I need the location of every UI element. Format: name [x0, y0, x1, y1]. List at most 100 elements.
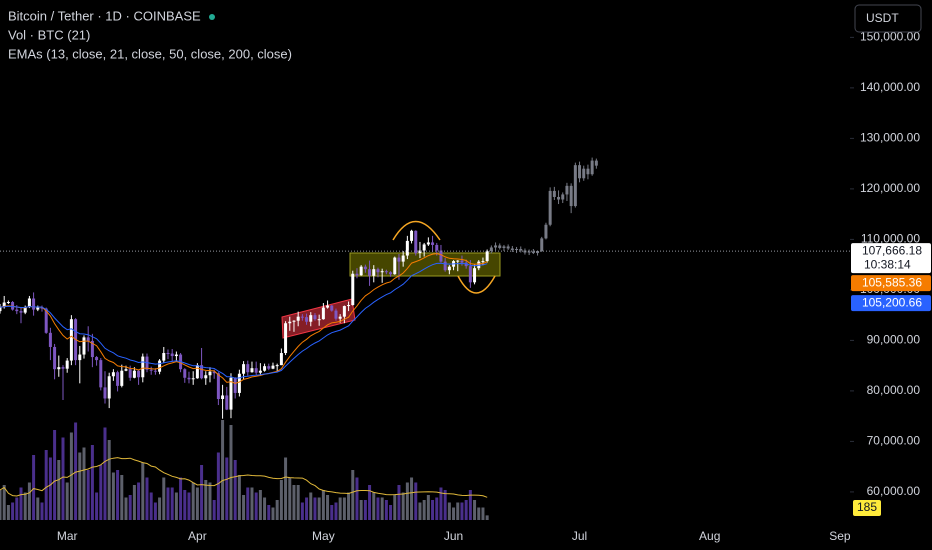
candle-body	[221, 395, 225, 399]
volume-bar	[376, 497, 380, 520]
volume-bar	[481, 507, 485, 520]
candle-body	[120, 370, 124, 386]
volume-bar	[468, 490, 472, 520]
volume-bar	[477, 507, 481, 520]
chart-title: Bitcoin / Tether · 1D · COINBASE	[8, 8, 201, 23]
volume-bar	[162, 477, 166, 520]
candle-body	[523, 250, 527, 253]
candle-body	[376, 269, 380, 273]
currency-button-frame[interactable]	[854, 4, 922, 33]
candle-body	[212, 371, 216, 374]
volume-bar	[330, 505, 334, 520]
candle-body	[300, 316, 304, 318]
volume-bar	[414, 482, 418, 520]
y-tick-label: 90,000.00	[867, 333, 921, 347]
volume-bar	[61, 437, 65, 520]
volume-bar	[300, 502, 304, 520]
candle-body	[183, 369, 187, 378]
candle-body	[116, 372, 120, 386]
volume-bar	[368, 485, 372, 520]
candle-body	[410, 230, 414, 241]
candle-body	[363, 266, 367, 270]
volume-bar	[23, 492, 27, 520]
volume-bar	[258, 490, 262, 520]
volume-bar	[237, 475, 241, 520]
candle-body	[540, 238, 544, 252]
candle-body	[271, 365, 275, 369]
volume-bar	[74, 422, 78, 520]
candle-body	[321, 307, 325, 320]
candle-body	[569, 185, 573, 207]
candle-body	[95, 357, 99, 361]
candle-body	[225, 395, 229, 410]
x-tick-label: Sep	[829, 529, 851, 543]
candle-body	[573, 165, 577, 207]
candle-body	[456, 260, 460, 262]
volume-bar	[86, 470, 90, 520]
ema-price-box	[851, 295, 931, 312]
candle-body	[405, 240, 409, 256]
candle-body	[494, 245, 498, 248]
candle-body	[531, 251, 535, 254]
candle-body	[145, 356, 149, 370]
volume-bar	[174, 492, 178, 520]
candle-body	[229, 377, 233, 410]
volume-bar	[284, 457, 288, 520]
volume-bar	[221, 420, 225, 520]
volume-bar	[405, 482, 409, 520]
volume-bar	[372, 492, 376, 520]
volume-bar	[380, 497, 384, 520]
volume-bar	[153, 502, 157, 520]
volume-bar	[426, 495, 430, 520]
y-tick-label: 110,000.00	[861, 232, 920, 246]
volume-bar	[145, 477, 149, 520]
candle-body	[468, 266, 472, 283]
volume-bar	[309, 492, 313, 520]
volume-bar	[208, 482, 212, 520]
candle-body	[40, 307, 44, 309]
candle-body	[82, 337, 86, 355]
volume-bar	[460, 502, 464, 520]
candle-body	[57, 367, 61, 370]
candle-body	[561, 194, 565, 200]
x-tick-label: Aug	[699, 529, 720, 543]
bottom-arc	[457, 275, 496, 294]
plot	[0, 157, 850, 520]
volume-bar	[384, 500, 388, 520]
candle-body	[552, 190, 556, 197]
x-tick-label: May	[312, 529, 335, 543]
candle-body	[44, 308, 48, 333]
volume-bar	[107, 440, 111, 520]
volume-bar	[435, 497, 439, 520]
candle-body	[510, 248, 514, 250]
candle-body	[124, 369, 128, 371]
volume-bar	[44, 450, 48, 520]
candle-body	[368, 269, 372, 276]
y-tick-label: 130,000.00	[860, 131, 920, 145]
volume-bar	[271, 507, 275, 520]
volume-bar	[19, 487, 23, 520]
volume-bar	[116, 470, 120, 520]
y-tick-label: 150,000.00	[860, 30, 920, 44]
volume-value-box	[853, 500, 881, 516]
candle-body	[162, 353, 166, 361]
ema-price-label: 105,200.66	[862, 295, 922, 309]
range-box	[349, 252, 501, 277]
volume-bar	[195, 487, 199, 520]
candle-body	[519, 248, 523, 251]
currency-button[interactable]: USDT	[854, 4, 922, 33]
candle-body	[296, 316, 300, 321]
volume-bar	[225, 457, 229, 520]
currency-button-label[interactable]: USDT	[866, 11, 899, 25]
volume-bar	[397, 485, 401, 520]
candle-body	[242, 364, 246, 374]
volume-bar	[242, 495, 246, 520]
candle-body	[141, 356, 145, 378]
candle-body	[557, 196, 561, 200]
candle-body	[414, 230, 418, 254]
volume-bar	[292, 485, 296, 520]
candle-body	[279, 353, 283, 366]
volume-bar	[69, 432, 73, 520]
countdown-label: 10:38:14	[864, 257, 911, 271]
candle-body	[191, 378, 195, 380]
